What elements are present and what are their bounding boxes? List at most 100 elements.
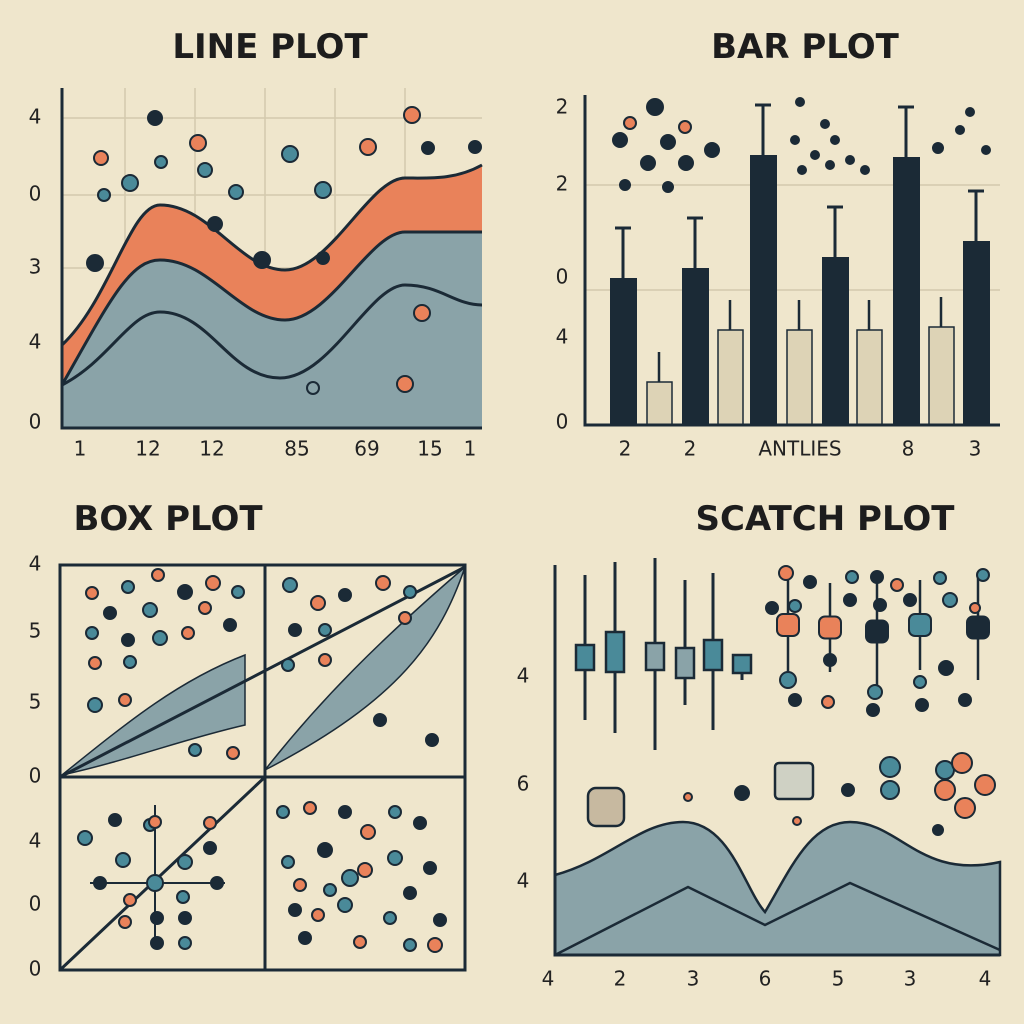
axis xyxy=(583,95,1000,427)
y-label: 2 xyxy=(556,172,569,196)
bar xyxy=(682,268,709,425)
dot xyxy=(178,936,192,950)
dot xyxy=(281,145,299,163)
x-label: 8 xyxy=(902,437,915,461)
dot xyxy=(790,135,800,145)
dot xyxy=(913,675,927,689)
x-label: 2 xyxy=(619,437,632,461)
dot xyxy=(281,855,295,869)
x-label: ANTLIES xyxy=(758,437,841,461)
panel-title: LINE PLOT xyxy=(172,27,368,67)
dot xyxy=(150,911,164,925)
dot xyxy=(188,743,202,757)
dot xyxy=(317,842,333,858)
dot xyxy=(427,937,443,953)
y-label: 0 xyxy=(556,410,569,434)
dot xyxy=(293,878,307,892)
boxes xyxy=(574,558,990,828)
box xyxy=(702,638,724,672)
dot xyxy=(867,684,883,700)
dot xyxy=(281,658,295,672)
box xyxy=(908,613,932,637)
panel-title: SCATCH PLOT xyxy=(695,499,955,539)
box xyxy=(604,630,626,674)
dot xyxy=(951,752,973,774)
dot xyxy=(253,251,271,269)
dot xyxy=(860,165,870,175)
dot xyxy=(660,134,676,150)
box xyxy=(731,653,753,675)
bar xyxy=(856,329,883,426)
dot xyxy=(938,660,954,676)
y-label: 4 xyxy=(29,330,42,354)
dot xyxy=(108,813,122,827)
dot xyxy=(121,633,135,647)
dot xyxy=(178,911,192,925)
dot xyxy=(152,630,168,646)
dot xyxy=(360,824,376,840)
dot xyxy=(207,216,223,232)
bar xyxy=(646,381,673,426)
x-label: 5 xyxy=(832,967,845,991)
dot xyxy=(103,606,117,620)
x-label: 85 xyxy=(284,437,309,461)
dot xyxy=(223,618,237,632)
y-label: 0 xyxy=(29,957,42,981)
y-label: 5 xyxy=(29,619,42,643)
dot xyxy=(915,698,929,712)
x-label: 15 xyxy=(417,437,442,461)
box xyxy=(818,615,842,640)
dot xyxy=(146,874,164,892)
box xyxy=(644,641,666,672)
dot xyxy=(843,593,857,607)
dot xyxy=(121,580,135,594)
dot xyxy=(396,375,414,393)
x-label: 3 xyxy=(969,437,982,461)
dot xyxy=(825,160,835,170)
x-label: 4 xyxy=(979,967,992,991)
area xyxy=(553,820,1002,957)
dot xyxy=(880,780,900,800)
y-label: 0 xyxy=(29,892,42,916)
dot xyxy=(86,254,104,272)
line-plot-panel: LINE PLOT xyxy=(60,27,483,430)
bar xyxy=(893,157,920,425)
cube xyxy=(773,761,815,801)
dot xyxy=(934,779,956,801)
x-label: 3 xyxy=(687,967,700,991)
dot xyxy=(318,623,332,637)
dot xyxy=(88,656,102,670)
dot xyxy=(338,805,352,819)
bar xyxy=(717,329,744,426)
y-label: 0 xyxy=(29,182,42,206)
x-label: 12 xyxy=(135,437,160,461)
box xyxy=(865,619,889,644)
x-label: 1 xyxy=(74,437,87,461)
dot xyxy=(954,797,976,819)
scatch-plot-panel: SCATCH PLOT xyxy=(553,499,1002,957)
dot xyxy=(203,841,217,855)
dot xyxy=(148,815,162,829)
dot xyxy=(314,181,332,199)
dot xyxy=(810,150,820,160)
dot xyxy=(93,876,107,890)
y-label: 2 xyxy=(556,95,569,119)
dot xyxy=(612,132,628,148)
grid-frame xyxy=(58,563,467,972)
dots xyxy=(612,97,991,193)
dot xyxy=(976,568,990,582)
dot xyxy=(85,626,99,640)
dot xyxy=(123,655,137,669)
dot xyxy=(387,850,403,866)
dot xyxy=(823,653,837,667)
dot xyxy=(203,816,217,830)
dot xyxy=(870,570,884,584)
y-label: 4 xyxy=(517,664,530,688)
x-label: 4 xyxy=(542,967,555,991)
dot xyxy=(873,598,887,612)
dot xyxy=(388,805,402,819)
x-label: 2 xyxy=(684,437,697,461)
dot xyxy=(425,733,439,747)
dot xyxy=(383,911,397,925)
dot xyxy=(890,578,904,592)
